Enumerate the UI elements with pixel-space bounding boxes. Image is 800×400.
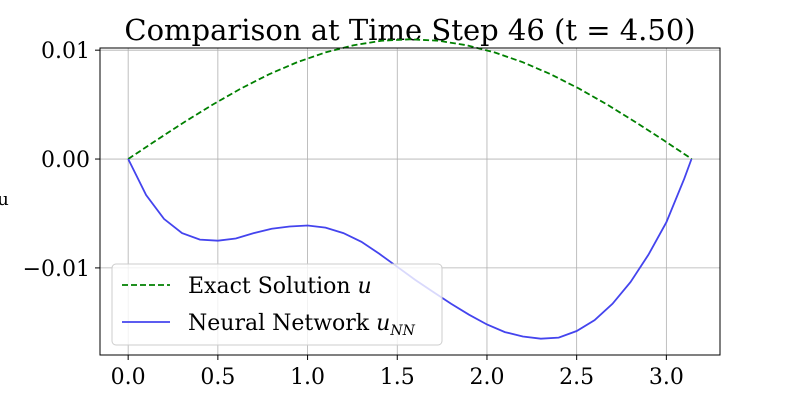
legend: Exact Solution u Neural Network uNN: [111, 263, 443, 346]
legend-frame: [111, 263, 443, 346]
plot-area-frame: [99, 47, 721, 356]
x-tick-label: 1.5: [380, 365, 415, 390]
y-tick-label: 0.01: [41, 39, 90, 64]
x-tick-label: 2.5: [559, 365, 594, 390]
series-line-0: [127, 38, 693, 160]
y-tick-label: 0.00: [41, 148, 90, 173]
x-tick-label: 2.0: [469, 365, 504, 390]
y-tick-label: −0.01: [23, 257, 90, 282]
legend-label: Neural Network uNN: [188, 311, 416, 339]
chart-title: Comparison at Time Step 46 (t = 4.50): [124, 13, 695, 47]
legend-label: Exact Solution u: [188, 274, 372, 299]
x-tick-label: 0.5: [200, 365, 235, 390]
x-tick-label: 3.0: [649, 365, 684, 390]
axis-ticks: 0.0 0.5 1.0 1.5 2.0 2.5 3.0 −0.01 0.00 0.01: [23, 39, 684, 390]
y-axis-label: u: [0, 189, 9, 210]
grid: [100, 48, 720, 355]
x-tick-label: 1.0: [290, 365, 325, 390]
x-tick-label: 0.0: [111, 365, 146, 390]
